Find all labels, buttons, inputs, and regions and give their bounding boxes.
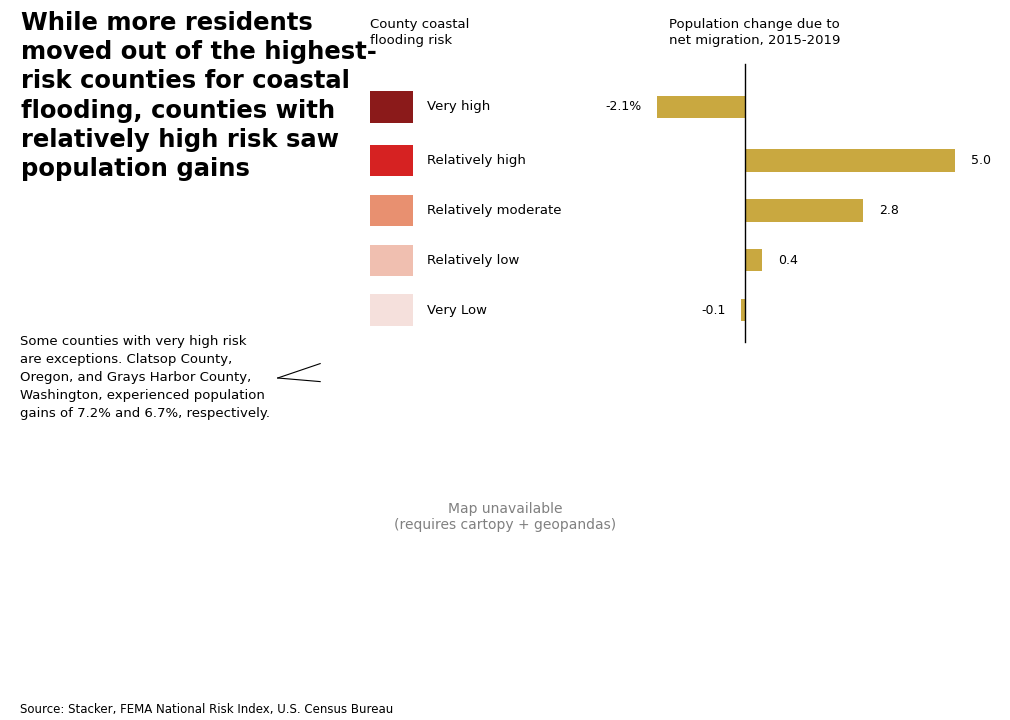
Text: -2.1%: -2.1% xyxy=(605,101,641,114)
Text: 2.8: 2.8 xyxy=(879,204,899,217)
Text: Source: Stacker, FEMA National Risk Index, U.S. Census Bureau: Source: Stacker, FEMA National Risk Inde… xyxy=(20,703,394,716)
Text: Relatively low: Relatively low xyxy=(427,253,519,266)
Text: -0.1: -0.1 xyxy=(701,304,725,317)
Text: 0.4: 0.4 xyxy=(778,253,798,266)
Bar xyxy=(370,145,413,176)
Bar xyxy=(745,199,863,222)
Bar xyxy=(370,245,413,276)
Text: 5.0: 5.0 xyxy=(972,154,991,167)
Text: Map unavailable
(requires cartopy + geopandas): Map unavailable (requires cartopy + geop… xyxy=(394,502,616,531)
Text: Relatively moderate: Relatively moderate xyxy=(427,204,562,217)
Text: County coastal
flooding risk: County coastal flooding risk xyxy=(370,18,470,47)
Text: Some counties with very high risk
are exceptions. Clatsop County,
Oregon, and Gr: Some counties with very high risk are ex… xyxy=(20,335,271,420)
Text: While more residents
moved out of the highest-
risk counties for coastal
floodin: While more residents moved out of the hi… xyxy=(21,11,377,181)
Bar xyxy=(370,294,413,326)
Bar xyxy=(370,91,413,122)
Text: Relatively high: Relatively high xyxy=(427,154,526,167)
Text: Population change due to
net migration, 2015-2019: Population change due to net migration, … xyxy=(669,18,840,47)
Bar xyxy=(370,194,413,226)
Text: Very high: Very high xyxy=(427,101,491,114)
Bar xyxy=(741,299,745,321)
Bar xyxy=(658,96,745,118)
Bar xyxy=(745,149,955,171)
Bar xyxy=(745,249,763,271)
Text: Very Low: Very Low xyxy=(427,304,487,317)
